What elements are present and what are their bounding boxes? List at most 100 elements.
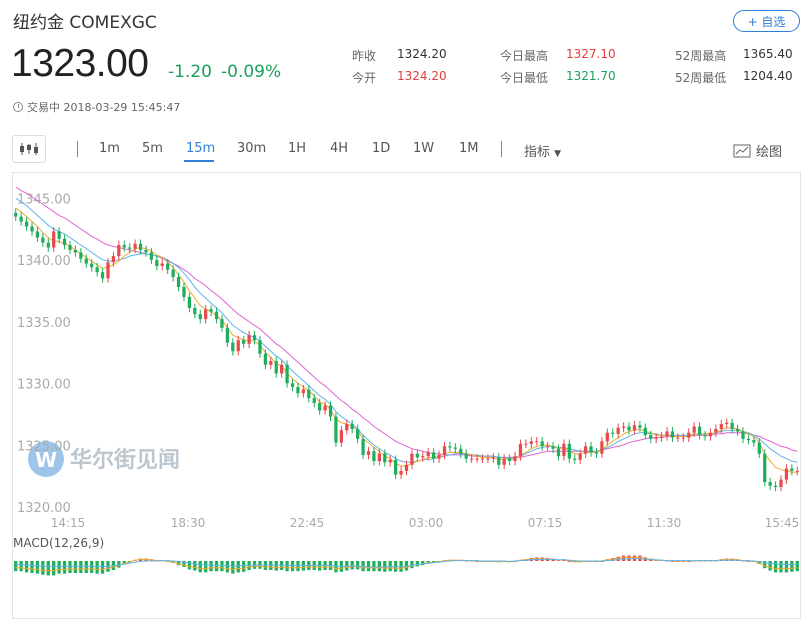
chart-panel[interactable]: W 华尔街见闻 1345.00 1340.00 1335.00 1330.00 1325.0… (12, 172, 801, 619)
candle-body (795, 470, 799, 472)
ma-fast-line (15, 207, 798, 473)
macd-histogram-bar (350, 561, 354, 570)
chart-type-button[interactable] (12, 135, 46, 163)
macd-histogram-bar (773, 561, 778, 573)
candle-body (318, 403, 322, 411)
interval-1m-month[interactable]: 1M (459, 141, 479, 156)
candle-body (779, 479, 783, 488)
macd-histogram-bar (30, 561, 34, 573)
candle-body (784, 468, 789, 480)
candle-body (432, 452, 436, 459)
interval-1m[interactable]: 1m (99, 141, 120, 156)
candle-body (545, 446, 550, 448)
candle-body (30, 226, 34, 232)
interval-4h[interactable]: 4H (330, 141, 349, 156)
macd-histogram-bar (621, 555, 626, 561)
candle-body (166, 263, 170, 270)
macd-histogram-bar (768, 561, 772, 571)
candle-body (632, 425, 637, 431)
candle-body (768, 482, 772, 486)
candle-body (90, 263, 94, 268)
interval-1d[interactable]: 1D (372, 141, 391, 156)
macd-histogram-bar (236, 561, 240, 573)
macd-histogram-bar (779, 561, 783, 573)
candle-body (14, 212, 18, 217)
candle-body (638, 425, 642, 428)
candle-body (535, 441, 539, 443)
macd-histogram-bar (14, 561, 18, 572)
price-chart[interactable]: W 华尔街见闻1345.001340.001335.001330.001325.0… (13, 173, 800, 618)
candle-body (567, 443, 571, 459)
draw-tool-button[interactable]: 绘图 (733, 141, 782, 160)
candle-body (258, 340, 262, 354)
candle-body (703, 435, 707, 437)
candle-body (421, 456, 425, 458)
macd-histogram-bar (19, 561, 23, 572)
interval-1w[interactable]: 1W (413, 141, 435, 156)
add-favorite-button[interactable]: + 自选 (733, 10, 800, 32)
candle-body (562, 443, 566, 457)
interval-30m[interactable]: 30m (237, 141, 267, 156)
macd-histogram-bar (52, 561, 56, 576)
candle-body (497, 457, 501, 465)
toolbar-divider (501, 141, 502, 157)
price-change: -1.20 (168, 62, 212, 82)
candle-body (209, 309, 213, 312)
interval-15m[interactable]: 15m (186, 141, 216, 156)
candle-body (605, 432, 609, 442)
interval-1h[interactable]: 1H (288, 141, 307, 156)
candle-body (24, 221, 29, 227)
candle-body (323, 405, 327, 411)
macd-histogram-bar (35, 561, 40, 574)
watermark-text: 华尔街见闻 (70, 447, 180, 473)
candle-body (339, 430, 343, 443)
candle-body (697, 426, 702, 436)
candle-body (437, 454, 441, 459)
macd-histogram-bar (356, 561, 360, 570)
candle-body (361, 438, 365, 455)
candle-body (470, 458, 474, 460)
candle-body (106, 262, 110, 279)
candle-body (144, 249, 148, 253)
macd-histogram-bar (795, 561, 799, 572)
candle-body (659, 436, 664, 438)
candle-body (394, 459, 398, 475)
candle-body (616, 427, 620, 434)
interval-5m[interactable]: 5m (142, 141, 163, 156)
x-tick-label: 07:15 (528, 516, 563, 530)
candle-body (285, 364, 289, 384)
macd-histogram-bar (410, 561, 414, 569)
candle-body (676, 437, 680, 439)
day-high-value: 1327.10 (566, 47, 616, 61)
indicator-dropdown[interactable]: 指标 ▼ (524, 141, 561, 160)
candle-body (312, 398, 316, 404)
macd-histogram-bar (84, 561, 88, 573)
macd-histogram-bar (176, 561, 181, 566)
macd-histogram-bar (285, 561, 289, 572)
candle-body (111, 256, 116, 263)
macd-dea-line (15, 558, 798, 568)
candle-body (578, 453, 582, 460)
candle-body (670, 431, 675, 438)
x-tick-label: 15:45 (765, 516, 800, 530)
draw-label: 绘图 (755, 145, 782, 160)
candle-body (486, 458, 490, 460)
candle-body (388, 459, 392, 463)
candle-body (540, 441, 544, 447)
trading-status-text: 交易中 2018-03-29 15:45:47 (27, 101, 181, 114)
macd-histogram-bar (296, 561, 300, 572)
candle-body (41, 237, 45, 243)
candle-body (155, 259, 159, 267)
macd-histogram-bar (187, 561, 192, 570)
candle-body (73, 249, 78, 253)
candle-body (773, 485, 778, 488)
candle-body (296, 387, 300, 394)
candle-body (399, 470, 403, 475)
x-tick-label: 03:00 (409, 516, 444, 530)
candle-body (328, 405, 333, 417)
candle-body (573, 458, 577, 460)
watermark: W (28, 441, 64, 477)
candle-body (247, 335, 251, 344)
candle-body (404, 464, 409, 471)
macd-histogram-bar (220, 561, 224, 572)
